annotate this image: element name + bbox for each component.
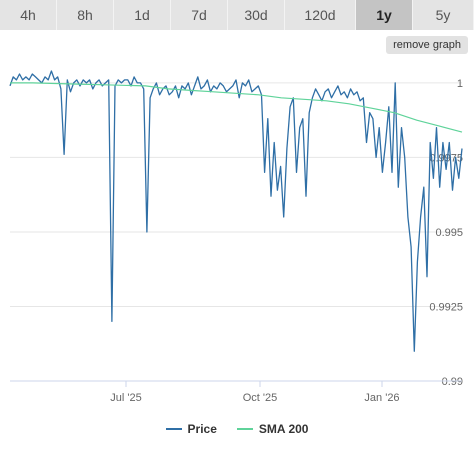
- y-tick-label: 0.99: [442, 376, 463, 388]
- tab-7d[interactable]: 7d: [171, 0, 228, 30]
- tab-1y[interactable]: 1y: [356, 0, 413, 30]
- tab-5y[interactable]: 5y: [413, 0, 474, 30]
- tab-120d[interactable]: 120d: [285, 0, 356, 30]
- legend-swatch: [236, 428, 253, 430]
- legend-swatch: [165, 428, 182, 430]
- tab-8h[interactable]: 8h: [57, 0, 114, 30]
- y-tick-label: 0.9925: [429, 301, 463, 313]
- x-tick-label: Jul '25: [110, 392, 141, 404]
- x-tick-label: Jan '26: [364, 392, 399, 404]
- tab-4h[interactable]: 4h: [0, 0, 57, 30]
- y-tick-label: 1: [457, 78, 463, 90]
- tab-30d[interactable]: 30d: [228, 0, 285, 30]
- series-line-sma-200: [10, 82, 463, 133]
- legend-label: Price: [187, 422, 217, 436]
- remove-graph-button[interactable]: remove graph: [386, 36, 468, 54]
- chart-legend: Price SMA 200: [0, 420, 474, 438]
- legend-label: SMA 200: [258, 422, 309, 436]
- legend-item-sma-200[interactable]: SMA 200: [236, 422, 309, 436]
- y-tick-label: 0.995: [435, 227, 463, 239]
- tab-1d[interactable]: 1d: [114, 0, 171, 30]
- x-tick-label: Oct '25: [243, 392, 278, 404]
- series-line-price: [9, 70, 463, 352]
- legend-item-price[interactable]: Price: [165, 422, 217, 436]
- time-range-tabs: 4h 8h 1d 7d 30d 120d 1y 5y: [0, 0, 474, 30]
